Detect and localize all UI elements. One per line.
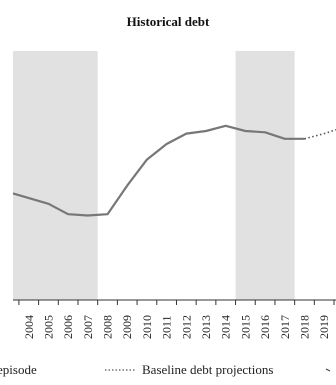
x-tick-label-2014: 2014: [219, 315, 233, 339]
x-tick-label-2006: 2006: [61, 315, 75, 339]
x-axis-ticks: [18, 300, 335, 305]
legend-partial-marker: [325, 368, 331, 372]
chart-title: Historical debt: [127, 14, 210, 29]
x-tick-label-2004: 2004: [22, 315, 36, 339]
x-tick-label-2016: 2016: [258, 315, 272, 339]
x-tick-label-2009: 2009: [120, 315, 134, 339]
x-tick-label-2013: 2013: [199, 315, 213, 339]
x-axis-tick-labels: 2004 2005 2006 2007 2008 2009 2010 2011 2012 2013…: [22, 315, 331, 339]
x-tick-label-2015: 2015: [238, 315, 252, 339]
x-tick-label-2019: 2019: [317, 315, 331, 339]
legend: episode Baseline debt projections: [0, 362, 331, 377]
x-tick-label-2018: 2018: [298, 315, 312, 339]
x-tick-label-2010: 2010: [140, 315, 154, 339]
x-tick-label-2012: 2012: [179, 315, 193, 339]
legend-entry-episode: episode: [0, 362, 37, 377]
x-tick-label-2005: 2005: [42, 315, 56, 339]
legend-entry-baseline-projections: Baseline debt projections: [142, 362, 273, 377]
x-tick-label-2017: 2017: [278, 315, 292, 339]
series-lines: [12, 124, 336, 217]
x-tick-label-2008: 2008: [101, 315, 115, 339]
shaded-region-0: [13, 51, 98, 300]
x-tick-label-2011: 2011: [160, 315, 174, 339]
x-tick-label-2007: 2007: [81, 315, 95, 339]
shaded-regions: [13, 51, 295, 300]
series-line-0: [12, 124, 305, 217]
shaded-region-1: [235, 51, 295, 300]
series-line-1: [304, 128, 336, 140]
